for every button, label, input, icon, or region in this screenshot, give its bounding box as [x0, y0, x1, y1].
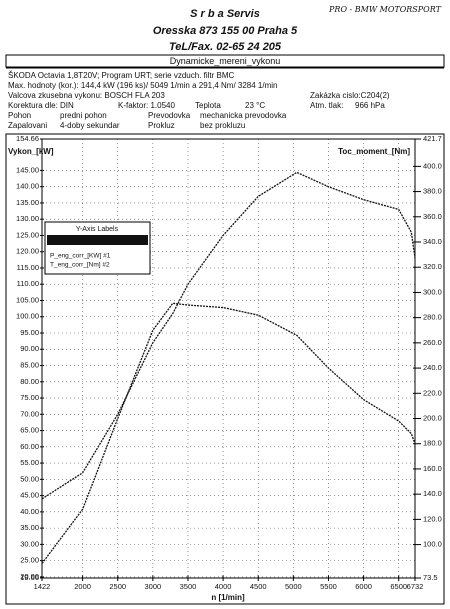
y-tick-label: 55.00 — [20, 458, 39, 467]
y-tick-label: 45.00 — [20, 491, 39, 500]
legend-entry: P_eng_corr_[KW] #1 — [50, 253, 111, 260]
x-tick-label: 4000 — [215, 582, 232, 591]
curve — [41, 302, 416, 564]
y-tick-label: 20.00 — [20, 572, 39, 581]
legend-bar — [47, 235, 148, 245]
x-tick-label: 2500 — [109, 582, 126, 591]
y2-tick-label: 280.0 — [423, 313, 442, 322]
y-tick-label: 105.00 — [16, 295, 39, 304]
info: 4-doby sekundar — [60, 121, 120, 130]
y2-tick-label: 73.5 — [423, 573, 438, 582]
y-tick-label: 100.00 — [16, 312, 39, 321]
info: Max. hodnoty (kor.): 144,4 kW (196 ks)/ … — [8, 81, 277, 90]
info: Zakázka cislo:C204(2) — [310, 91, 390, 100]
info: 966 hPa — [355, 101, 385, 110]
x-tick-label: 6732 — [407, 582, 424, 591]
info: bez prokluzu — [200, 121, 245, 130]
y-tick-label: 40.00 — [20, 507, 39, 516]
phone: TeL/Fax. 02-65 24 205 — [169, 41, 282, 53]
legend-entry: T_eng_corr_[Nm] #2 — [50, 262, 110, 269]
y-tick-label: 25.00 — [20, 556, 39, 565]
y-axis-label: Vykon_[kW] — [8, 147, 54, 156]
x-tick-label: 3500 — [180, 582, 197, 591]
legend: Y-Axis Labels P_eng_corr_[KW] #1 T_eng_cor… — [44, 221, 151, 275]
handwritten-note: PRO - BMW MOTORSPORT — [328, 5, 442, 14]
y-tick-label: 140.00 — [16, 182, 39, 191]
info: Teplota — [195, 101, 221, 110]
y2-tick-label: 120.0 — [423, 514, 442, 523]
y2-tick-label: 200.0 — [423, 413, 442, 422]
x-tick-label: 2000 — [74, 582, 91, 591]
x-tick-label: 5500 — [320, 582, 337, 591]
legend-box — [44, 221, 151, 275]
plot-frame — [41, 138, 416, 579]
x-tick-label: 5000 — [285, 582, 302, 591]
y-tick-label: 85.00 — [20, 361, 39, 370]
y-tick-label: 75.00 — [20, 393, 39, 402]
legend-title: Y-Axis Labels — [76, 226, 119, 233]
report-title: Dynamicke_mereni_vykonu — [170, 56, 281, 66]
y-tick-label: 125.00 — [16, 230, 39, 239]
info: Atm. tlak: — [310, 101, 343, 110]
y2-tick-label: 140.0 — [423, 489, 442, 498]
info: Zapalovani — [8, 121, 47, 130]
y-tick-label: 120.00 — [16, 247, 39, 256]
x-tick-label: 3000 — [145, 582, 162, 591]
address: Oresska 873 155 00 Praha 5 — [153, 25, 298, 37]
info: Pohon — [8, 111, 31, 120]
y2-tick-label: 340.0 — [423, 237, 442, 246]
info: ŠKODA Octavia 1,8T20V; Program URT; seri… — [8, 71, 235, 80]
info: 23 °C — [245, 101, 265, 110]
y-tick-label: 130.00 — [16, 214, 39, 223]
y-tick-label: 50.00 — [20, 474, 39, 483]
y2-tick-label: 160.0 — [423, 464, 442, 473]
report-box — [5, 54, 445, 68]
y-tick-label: 135.00 — [16, 198, 39, 207]
company: S r b a Servis — [190, 8, 260, 20]
x-tick-label: 1422 — [34, 582, 51, 591]
y2-tick-label: 240.0 — [423, 363, 442, 372]
y-tick-label: 65.00 — [20, 426, 39, 435]
x-tick-label: 4500 — [250, 582, 267, 591]
y2-tick-label: 180.0 — [423, 439, 442, 448]
info: Prokluz — [148, 121, 175, 130]
y2-tick-label: 400.0 — [423, 161, 442, 170]
y2-tick-label: 260.0 — [423, 338, 442, 347]
y-tick-label: 115.00 — [17, 263, 39, 272]
y-tick-label: 35.00 — [20, 523, 39, 532]
y2-tick-label: 300.0 — [423, 287, 442, 296]
y2-tick-label: 320.0 — [423, 262, 442, 271]
info: predni pohon — [60, 111, 107, 120]
y2-tick-label: 421.7 — [423, 134, 442, 143]
y-tick-label: 80.00 — [20, 377, 39, 386]
x-axis-label: n [1/min] — [211, 593, 245, 602]
y-tick-label: 145.00 — [16, 165, 39, 174]
y-tick-label: 19.66 — [20, 573, 39, 582]
x-tick-label: 6500 — [390, 582, 407, 591]
y-tick-label: 110.00 — [17, 279, 39, 288]
curve — [41, 171, 416, 500]
chart-frame — [5, 133, 445, 605]
y-tick-label: 95.00 — [20, 328, 39, 337]
y2-tick-label: 360.0 — [423, 212, 442, 221]
y2-axis-label: Toc_moment_[Nm] — [338, 147, 410, 156]
y-tick-label: 60.00 — [20, 442, 39, 451]
y-tick-label: 90.00 — [20, 344, 39, 353]
x-tick-label: 6000 — [355, 582, 372, 591]
info: Korektura dle: DIN — [8, 101, 74, 110]
y2-tick-label: 380.0 — [423, 187, 442, 196]
y-tick-label: 30.00 — [20, 539, 39, 548]
y-tick-label: 154.66 — [16, 134, 39, 143]
info: Prevodovka — [148, 111, 191, 120]
y2-tick-label: 220.0 — [423, 388, 442, 397]
info: K-faktor: 1.0540 — [118, 101, 175, 110]
info: Valcova zkusebna vykonu: BOSCH FLA 203 — [8, 91, 165, 100]
y2-tick-label: 100.0 — [423, 540, 442, 549]
info: mechanicka prevodovka — [200, 111, 287, 120]
y-tick-label: 70.00 — [20, 409, 39, 418]
